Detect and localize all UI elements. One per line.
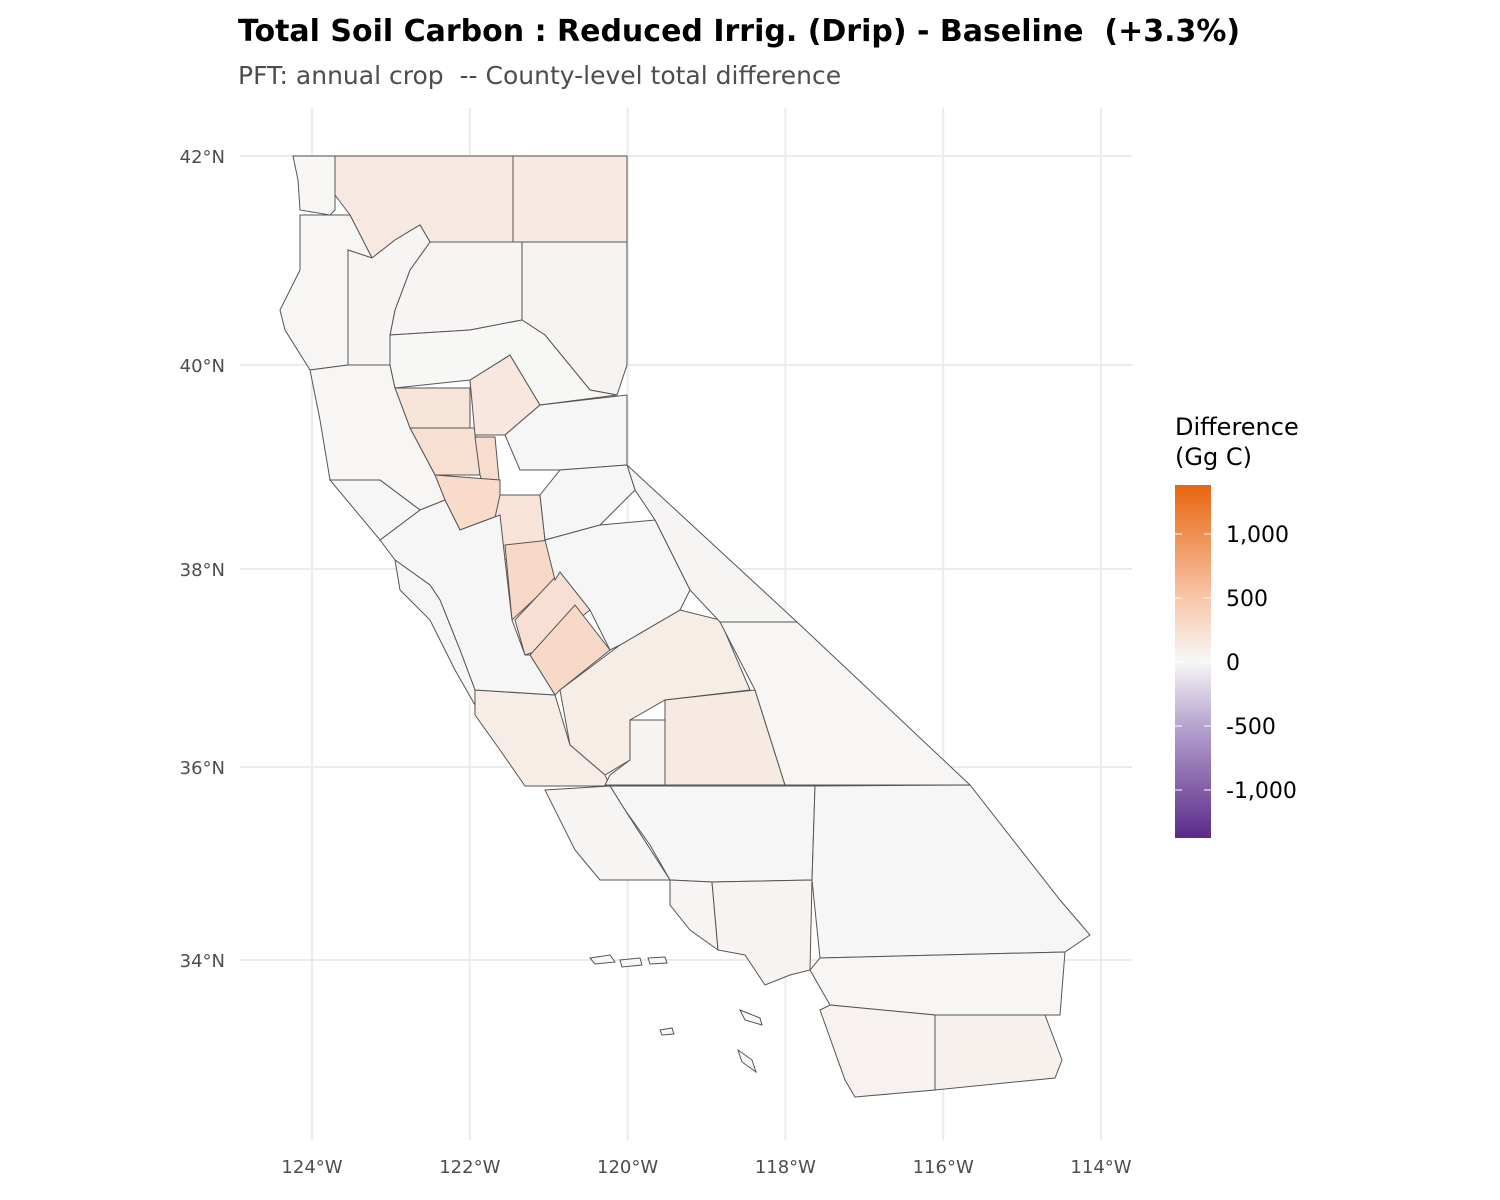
y-tick-label: 34°N <box>180 951 225 972</box>
legend-label: -1,000 <box>1226 779 1297 804</box>
axis-ticks: 124°W 122°W 120°W 118°W 116°W 114°W 42°N 40°N 38… <box>180 147 1132 1178</box>
chart-title: Total Soil Carbon : Reduced Irrig. (Drip… <box>238 14 1241 49</box>
county-polygon <box>809 951 1066 1016</box>
island-polygon <box>619 957 643 968</box>
county-polygon <box>544 519 691 651</box>
x-tick-label: 120°W <box>597 1157 658 1178</box>
island-polygon <box>738 1009 763 1026</box>
county-polygon <box>711 879 813 986</box>
x-tick-label: 124°W <box>281 1157 342 1178</box>
county-polygon <box>811 784 1091 959</box>
county-polygon <box>934 1014 1063 1091</box>
legend-title-line2: (Gg C) <box>1175 443 1252 471</box>
county-polygon <box>328 479 421 541</box>
chart-subtitle: PFT: annual crop -- County-level total d… <box>238 61 842 90</box>
county-polygon <box>669 879 719 952</box>
island-polygon <box>589 954 616 965</box>
y-tick-label: 40°N <box>180 356 225 377</box>
legend-label: -500 <box>1226 715 1276 740</box>
county-polygons <box>279 155 1091 1098</box>
y-tick-label: 38°N <box>180 560 225 581</box>
county-polygon <box>719 621 972 786</box>
legend-label: 0 <box>1226 651 1240 676</box>
x-tick-label: 116°W <box>913 1157 974 1178</box>
legend-title-line1: Difference <box>1175 413 1299 441</box>
county-polygon <box>394 558 476 707</box>
x-tick-label: 118°W <box>755 1157 816 1178</box>
y-tick-label: 42°N <box>180 147 225 168</box>
county-polygon <box>292 155 336 216</box>
y-tick-label: 36°N <box>180 758 225 779</box>
county-polygon <box>309 364 446 511</box>
island-polygon <box>737 1048 757 1074</box>
x-tick-label: 122°W <box>439 1157 500 1178</box>
island-polygon <box>647 956 668 965</box>
county-polygon <box>389 319 618 406</box>
legend-label: 500 <box>1226 587 1268 612</box>
county-polygon <box>819 1004 936 1098</box>
legend-title: Difference (Gg C) <box>1175 412 1299 472</box>
legend-ticks: 1,000 500 0 -500 -1,000 <box>1175 523 1297 804</box>
island-polygon <box>659 1027 675 1036</box>
x-tick-label: 114°W <box>1070 1157 1131 1178</box>
county-polygon <box>604 719 666 786</box>
county-polygon <box>512 155 628 243</box>
legend-label: 1,000 <box>1226 523 1289 548</box>
